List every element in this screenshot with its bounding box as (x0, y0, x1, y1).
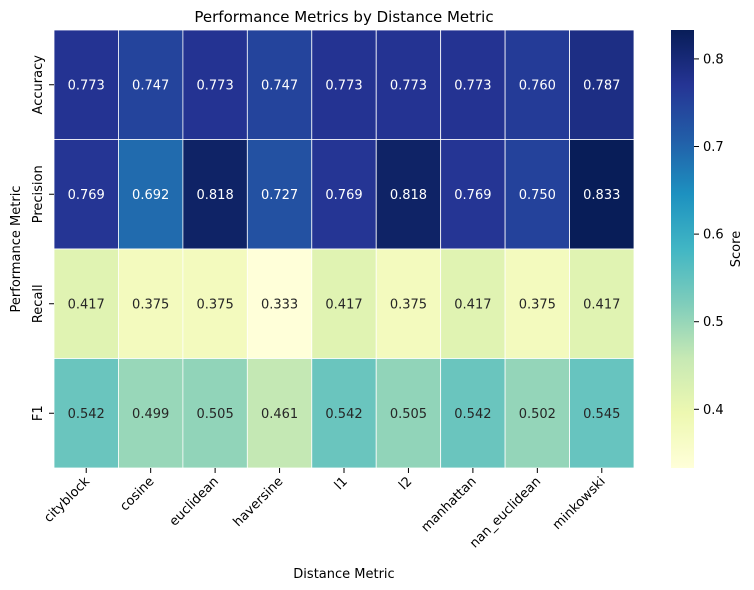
cell-value-label: 0.542 (325, 407, 362, 422)
cell-value-label: 0.833 (583, 188, 620, 203)
y-tick-label: Recall (31, 284, 46, 323)
heatmap-cell (311, 248, 377, 359)
cell-value-label: 0.747 (132, 78, 169, 93)
cell-value-label: 0.542 (68, 407, 105, 422)
heatmap-cell (53, 29, 119, 140)
heatmap-cell (504, 139, 570, 250)
x-axis-label: Distance Metric (293, 567, 394, 582)
cell-value-label: 0.773 (325, 78, 362, 93)
cell-value-label: 0.727 (261, 188, 298, 203)
heatmap-cell (118, 29, 184, 140)
heatmap-cell (246, 29, 313, 140)
cell-value-label: 0.375 (390, 297, 427, 312)
cell-value-label: 0.545 (583, 407, 620, 422)
heatmap-cell (440, 139, 506, 250)
y-axis-label: Performance Metric (9, 186, 24, 313)
cell-value-label: 0.747 (261, 78, 298, 93)
cell-value-label: 0.692 (132, 188, 169, 203)
x-tick-label: l2 (396, 474, 415, 493)
cell-value-label: 0.502 (519, 407, 556, 422)
heatmap-cell (118, 358, 184, 469)
heatmap-cell-labels: 0.773 0.747 0.773 0.747 0.773 0.773 0.773 0.760… (68, 78, 621, 422)
cell-value-label: 0.417 (68, 297, 105, 312)
heatmap-cell (440, 248, 506, 359)
y-axis-ticks: Accuracy Precision Recall F1 (31, 55, 54, 421)
x-tick-label: manhattan (419, 474, 480, 535)
heatmap-cell (569, 248, 635, 359)
cell-value-label: 0.773 (68, 78, 105, 93)
heatmap-cell (246, 358, 313, 469)
heatmap-cell (53, 358, 119, 469)
x-axis-ticks: cityblock cosine euclidean haversine l1 l2 man… (41, 468, 609, 551)
cell-value-label: 0.773 (197, 78, 234, 93)
x-tick-label: minkowski (550, 474, 609, 533)
colorbar-label: Score (729, 231, 744, 267)
colorbar-tick-label: 0.6 (703, 228, 724, 243)
chart-title: Performance Metrics by Distance Metric (194, 8, 493, 26)
heatmap-cell (118, 248, 184, 359)
cell-value-label: 0.773 (390, 78, 427, 93)
heatmap-cell (182, 248, 248, 359)
x-tick-label: l1 (332, 474, 351, 493)
heatmap-cell (53, 139, 119, 250)
cell-value-label: 0.769 (325, 188, 362, 203)
cell-value-label: 0.769 (68, 188, 105, 203)
colorbar-tick-label: 0.7 (703, 140, 724, 155)
heatmap-cell (504, 358, 570, 469)
x-tick-label: cityblock (41, 474, 93, 526)
x-tick-label: euclidean (167, 474, 222, 529)
heatmap-cells (53, 29, 635, 469)
cell-value-label: 0.750 (519, 188, 556, 203)
heatmap-cell (246, 139, 313, 250)
heatmap-cell (375, 29, 442, 140)
cell-value-label: 0.417 (583, 297, 620, 312)
cell-value-label: 0.769 (454, 188, 491, 203)
cell-value-label: 0.499 (132, 407, 169, 422)
y-tick-label: Precision (31, 165, 46, 223)
colorbar-tick-label: 0.5 (703, 315, 724, 330)
cell-value-label: 0.333 (261, 297, 298, 312)
cell-value-label: 0.505 (197, 407, 234, 422)
colorbar-tick-label: 0.8 (703, 52, 724, 67)
heatmap-cell (311, 139, 377, 250)
x-tick-label: cosine (117, 474, 157, 514)
cell-value-label: 0.375 (519, 297, 556, 312)
colorbar (671, 30, 694, 468)
cell-value-label: 0.417 (454, 297, 491, 312)
heatmap-cell (182, 139, 248, 250)
cell-value-label: 0.787 (583, 78, 620, 93)
x-tick-label: haversine (231, 474, 287, 530)
cell-value-label: 0.773 (454, 78, 491, 93)
cell-value-label: 0.760 (519, 78, 556, 93)
cell-value-label: 0.461 (261, 407, 298, 422)
cell-value-label: 0.818 (197, 188, 234, 203)
y-tick-label: Accuracy (31, 55, 46, 115)
cell-value-label: 0.542 (454, 407, 491, 422)
cell-value-label: 0.505 (390, 407, 427, 422)
cell-value-label: 0.818 (390, 188, 427, 203)
cell-value-label: 0.417 (325, 297, 362, 312)
heatmap-cell (53, 248, 119, 359)
cell-value-label: 0.375 (132, 297, 169, 312)
heatmap-cell (504, 29, 570, 140)
heatmap-cell (569, 139, 635, 250)
heatmap-cell (569, 358, 635, 469)
colorbar-ticks: 0.4 0.5 0.6 0.7 0.8 (694, 52, 724, 418)
heatmap-cell (375, 139, 442, 250)
colorbar-tick-label: 0.4 (703, 403, 724, 418)
heatmap-cell (311, 29, 377, 140)
y-tick-label: F1 (31, 405, 46, 421)
cell-value-label: 0.375 (197, 297, 234, 312)
heatmap-cell (182, 29, 248, 140)
heatmap-cell (246, 248, 313, 359)
